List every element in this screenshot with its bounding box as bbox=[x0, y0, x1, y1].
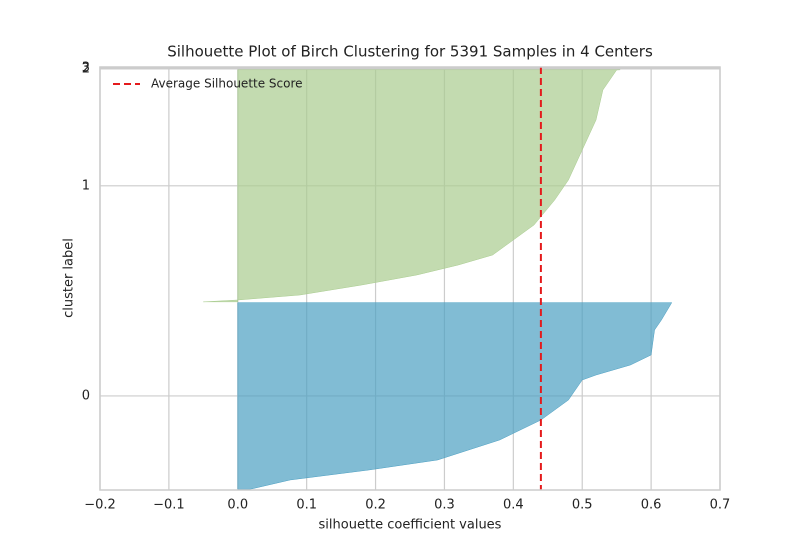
cluster-area bbox=[237, 302, 673, 490]
plot-frame bbox=[99, 66, 721, 491]
x-tick-label: −0.1 bbox=[153, 498, 185, 513]
x-tick-label: 0.0 bbox=[227, 498, 248, 513]
x-tick-label: 0.7 bbox=[710, 498, 731, 513]
y-tick-label: 3 bbox=[82, 60, 90, 75]
x-tick-label: 0.2 bbox=[365, 498, 386, 513]
y-tick-label: 2 bbox=[82, 61, 90, 76]
chart-title: Silhouette Plot of Birch Clustering for … bbox=[167, 43, 653, 61]
x-tick-label: 0.3 bbox=[434, 498, 455, 513]
x-tick-label: 0.5 bbox=[572, 498, 593, 513]
x-axis-label: silhouette coefficient values bbox=[319, 518, 502, 533]
x-tick-label: 0.4 bbox=[503, 498, 524, 513]
x-tick-label: −0.2 bbox=[84, 498, 116, 513]
x-tick-label: 0.6 bbox=[641, 498, 662, 513]
y-axis-label: cluster label bbox=[62, 238, 77, 318]
cluster-area bbox=[203, 69, 621, 303]
legend-label: Average Silhouette Score bbox=[151, 77, 303, 91]
x-tick-label: 0.1 bbox=[296, 498, 317, 513]
y-tick-label: 0 bbox=[82, 388, 90, 403]
y-tick-label: 1 bbox=[82, 178, 90, 193]
